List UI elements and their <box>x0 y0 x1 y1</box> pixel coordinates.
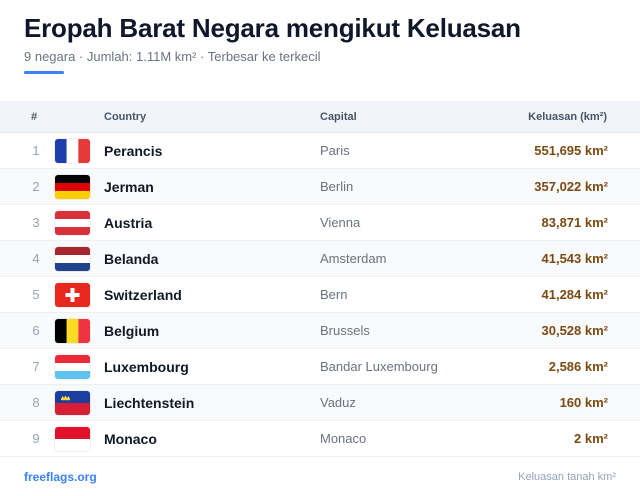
row-area: 357,022 km² <box>534 179 608 194</box>
row-country: Belanda <box>104 251 159 267</box>
row-rank: 4 <box>32 251 40 266</box>
flag-austria-icon <box>55 211 90 235</box>
row-capital: Vaduz <box>320 395 356 410</box>
table-row: 6 Belgium Brussels 30,528 km² <box>0 313 640 349</box>
column-header-rank: # <box>31 111 38 123</box>
table-row: 7 Luxembourg Bandar Luxembourg 2,586 km² <box>0 349 640 385</box>
row-rank: 6 <box>32 323 40 338</box>
row-rank: 3 <box>32 215 40 230</box>
flag-liechtenstein-icon <box>55 391 90 415</box>
footer-note: Keluasan tanah km² <box>518 471 616 483</box>
flag-belgium-icon <box>55 319 90 343</box>
table-row: 1 Perancis Paris 551,695 km² <box>0 133 640 169</box>
row-capital: Bern <box>320 287 348 302</box>
table-row: 5 Switzerland Bern 41,284 km² <box>0 277 640 313</box>
flag-luxembourg-icon <box>55 355 90 379</box>
table-row: 3 Austria Vienna 83,871 km² <box>0 205 640 241</box>
flag-germany-icon <box>55 175 90 199</box>
row-country: Jerman <box>104 179 154 195</box>
table-row: 8 Liechtenstein Vaduz 160 km² <box>0 385 640 421</box>
table-row: 2 Jerman Berlin 357,022 km² <box>0 169 640 205</box>
page-subtitle: 9 negara · Jumlah: 1.11M km² · Terbesar … <box>24 49 321 64</box>
row-rank: 2 <box>32 179 40 194</box>
row-capital: Berlin <box>320 179 354 194</box>
row-rank: 5 <box>32 287 40 302</box>
row-capital: Brussels <box>320 323 370 338</box>
row-rank: 7 <box>32 359 40 374</box>
row-country: Perancis <box>104 143 163 159</box>
page-header: Eropah Barat Negara mengikut Keluasan 9 … <box>24 12 624 66</box>
row-country: Luxembourg <box>104 359 189 375</box>
row-area: 30,528 km² <box>541 323 609 338</box>
row-country: Switzerland <box>104 287 182 303</box>
row-rank: 8 <box>32 395 40 410</box>
country-table: 1 Perancis Paris 551,695 km² 2 Jerman Be… <box>0 133 640 457</box>
column-header-area: Keluasan (km²) <box>528 111 607 123</box>
row-area: 160 km² <box>559 395 608 410</box>
flag-monaco-icon <box>55 427 90 451</box>
row-capital: Bandar Luxembourg <box>320 359 438 374</box>
row-capital: Vienna <box>320 215 361 230</box>
row-country: Liechtenstein <box>104 395 195 411</box>
row-country: Monaco <box>104 431 157 447</box>
row-rank: 1 <box>32 143 40 158</box>
row-area: 2,586 km² <box>548 359 608 374</box>
table-row: 4 Belanda Amsterdam 41,543 km² <box>0 241 640 277</box>
row-rank: 9 <box>32 431 40 446</box>
column-header-country: Country <box>104 111 147 123</box>
row-area: 41,284 km² <box>541 287 609 302</box>
row-country: Austria <box>104 215 153 231</box>
flag-netherlands-icon <box>55 247 90 271</box>
page-footer: freeflags.org Keluasan tanah km² <box>0 460 640 496</box>
page-title: Eropah Barat Negara mengikut Keluasan <box>24 13 521 43</box>
row-area: 2 km² <box>574 431 608 446</box>
flag-france-icon <box>55 139 90 163</box>
flag-switzerland-icon <box>55 283 90 307</box>
row-area: 83,871 km² <box>541 215 609 230</box>
column-header-capital: Capital <box>320 111 357 123</box>
row-area: 551,695 km² <box>534 143 608 158</box>
title-accent-bar <box>24 71 64 74</box>
table-row: 9 Monaco Monaco 2 km² <box>0 421 640 457</box>
footer-site-link[interactable]: freeflags.org <box>24 470 97 484</box>
row-capital: Amsterdam <box>320 251 387 266</box>
row-capital: Monaco <box>320 431 367 446</box>
row-country: Belgium <box>104 323 160 339</box>
row-capital: Paris <box>320 143 350 158</box>
table-header: # Country Capital Keluasan (km²) <box>0 101 640 133</box>
row-area: 41,543 km² <box>541 251 609 266</box>
